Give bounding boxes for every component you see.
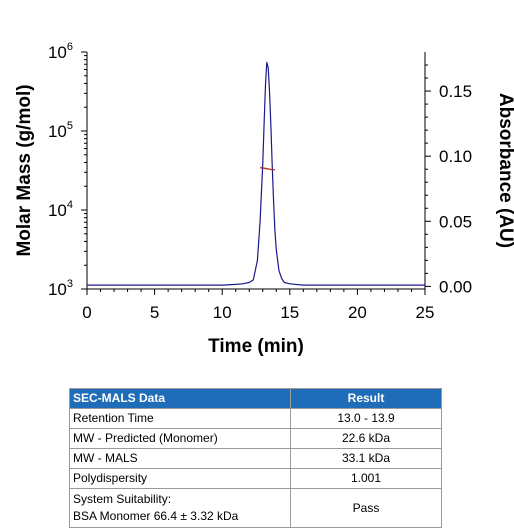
table-row: MW - MALS 33.1 kDa xyxy=(69,448,442,469)
row-value: 1.001 xyxy=(290,468,442,489)
absorbance-trace xyxy=(87,61,425,286)
left-y-tick-label: 106 xyxy=(48,41,73,62)
row-value: 13.0 - 13.9 xyxy=(290,408,442,429)
row-label: System Suitability: BSA Monomer 66.4 ± 3… xyxy=(69,488,291,528)
row-label: Retention Time xyxy=(69,408,291,429)
sec-mals-chart: 0 5 10 15 20 25 103 104 105 106 0.00 0.05 0.10 0.15 T… xyxy=(14,41,514,357)
x-tick-label: 20 xyxy=(348,303,367,322)
row-value: 33.1 kDa xyxy=(290,448,442,469)
row-value: 22.6 kDa xyxy=(290,428,442,449)
suitability-label: System Suitability: xyxy=(73,492,172,506)
left-y-tick-label: 105 xyxy=(48,120,73,141)
x-tick-label: 5 xyxy=(150,303,159,322)
right-y-axis-title: Absorbance (AU) xyxy=(495,93,514,248)
table-row: System Suitability: BSA Monomer 66.4 ± 3… xyxy=(69,488,442,528)
x-tick-label: 15 xyxy=(280,303,299,322)
left-y-tick-label: 104 xyxy=(48,199,73,220)
x-tick-label: 10 xyxy=(213,303,232,322)
header-sec-mals-data: SEC-MALS Data xyxy=(69,388,291,409)
series-layer xyxy=(87,61,425,286)
table-row: Polydispersity 1.001 xyxy=(69,468,442,489)
header-result: Result xyxy=(290,388,442,409)
table-row: Retention Time 13.0 - 13.9 xyxy=(69,408,442,429)
right-y-tick-label: 0.10 xyxy=(439,147,472,166)
row-label: MW - MALS xyxy=(69,448,291,469)
left-y-tick-label: 103 xyxy=(48,278,73,299)
row-label: MW - Predicted (Monomer) xyxy=(69,428,291,449)
x-tick-label: 25 xyxy=(416,303,435,322)
right-y-tick-label: 0.05 xyxy=(439,212,472,231)
table-row: MW - Predicted (Monomer) 22.6 kDa xyxy=(69,428,442,449)
row-value: Pass xyxy=(290,488,442,528)
left-y-axis-title: Molar Mass (g/mol) xyxy=(14,84,35,256)
right-y-tick-label: 0.00 xyxy=(439,277,472,296)
plot-area: 0 5 10 15 20 25 103 104 105 106 0.00 0.05 0.10 0.15 xyxy=(48,41,472,322)
x-axis-title: Time (min) xyxy=(208,336,304,357)
molar-mass-trace xyxy=(259,166,275,171)
x-tick-label: 0 xyxy=(82,303,91,322)
tick-layer: 0 5 10 15 20 25 103 104 105 106 0.00 0.05 0.10 0.15 xyxy=(48,41,472,322)
right-y-tick-label: 0.15 xyxy=(439,82,472,101)
table-header-row: SEC-MALS Data Result xyxy=(69,388,442,409)
suitability-standard: BSA Monomer 66.4 ± 3.32 kDa xyxy=(73,509,239,523)
sec-mals-results-table: SEC-MALS Data Result Retention Time 13.0… xyxy=(69,388,442,528)
row-label: Polydispersity xyxy=(69,468,291,489)
